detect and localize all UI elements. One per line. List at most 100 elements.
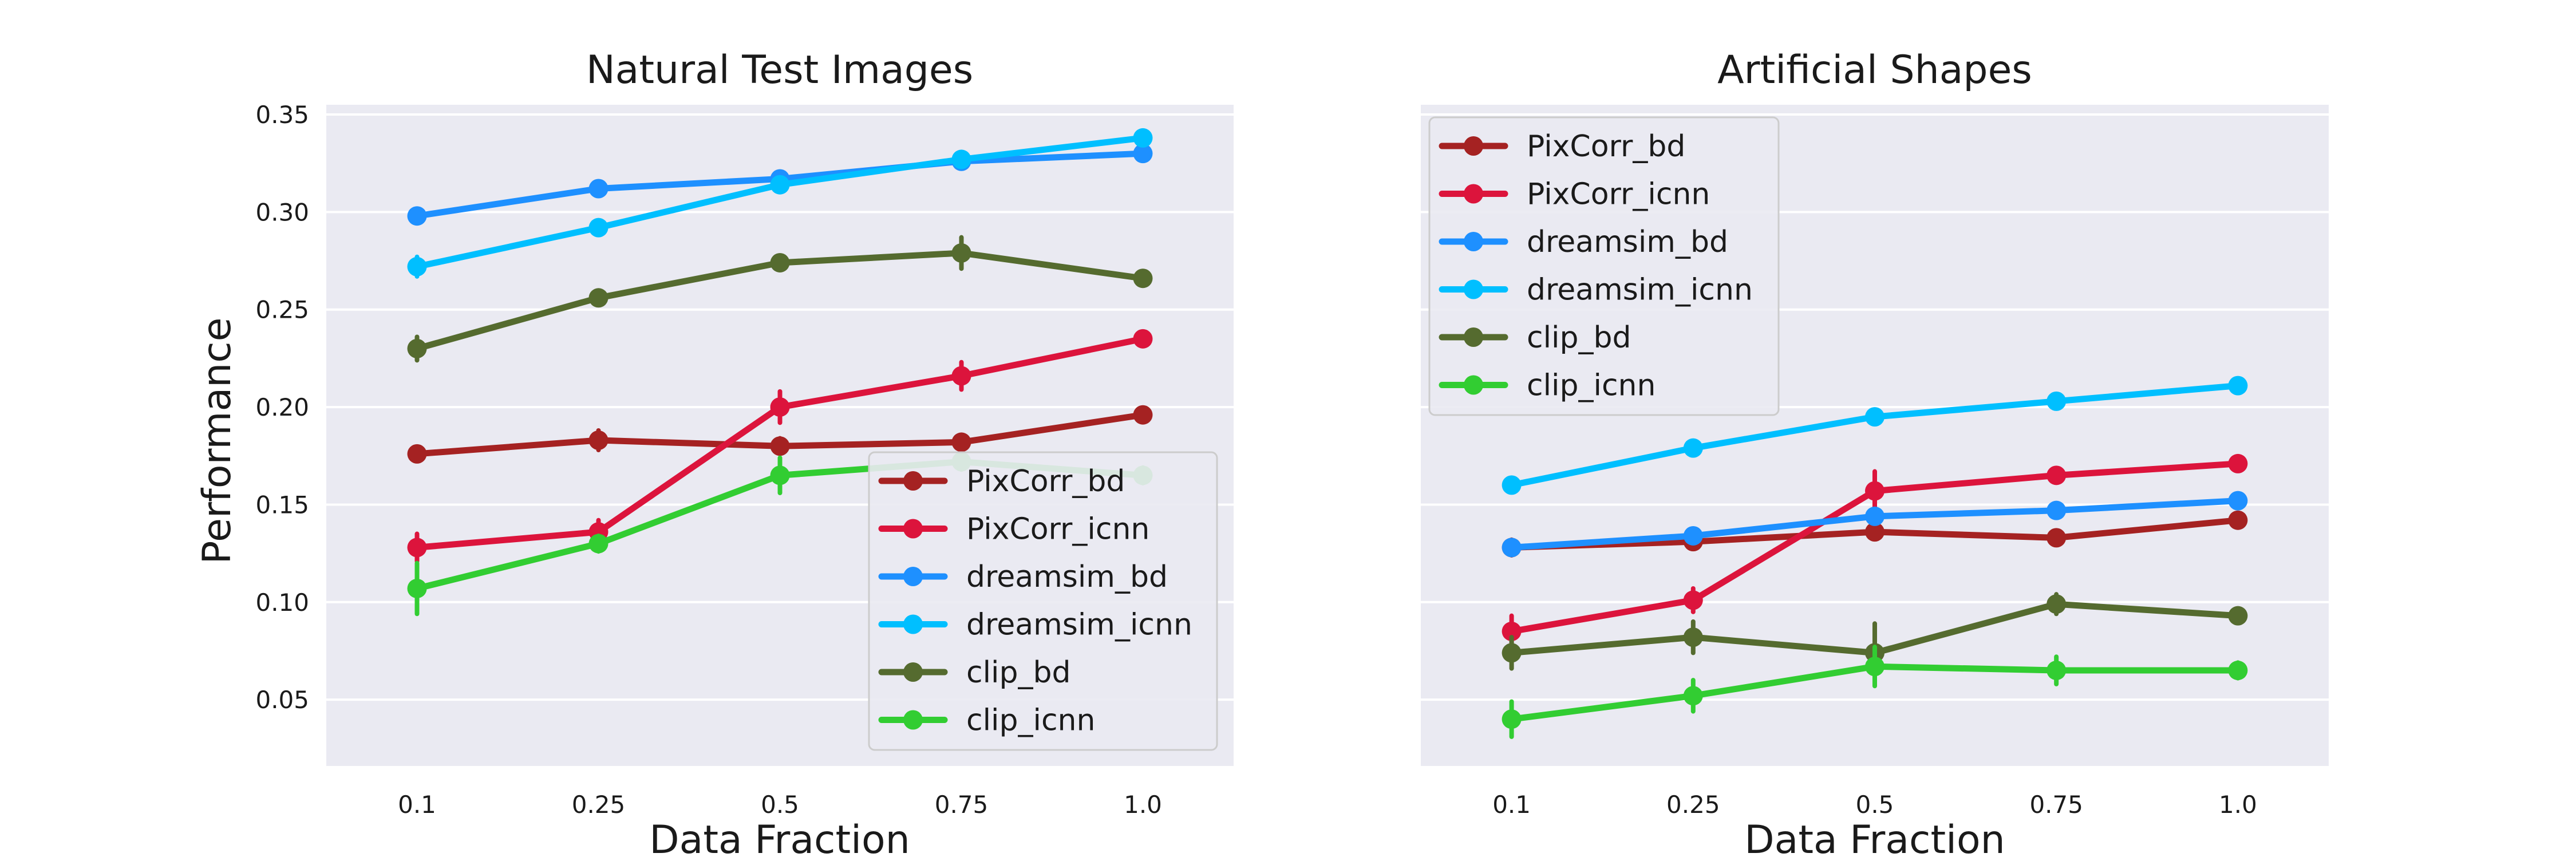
series-pixcorr-icnn: [1502, 453, 2248, 650]
legend-swatch-marker: [1464, 279, 1483, 299]
legend-label: dreamsim_bd: [1527, 225, 1728, 259]
x-tick-label: 0.5: [761, 791, 799, 819]
series-dreamsim-bd: [1502, 491, 2248, 558]
legend-swatch-marker: [1464, 327, 1483, 347]
data-point: [2228, 606, 2248, 626]
data-point: [407, 256, 427, 277]
legend: PixCorr_bd PixCorr_icnn dreamsim_bddreamsi…: [868, 451, 1218, 751]
data-point: [2228, 510, 2248, 530]
x-tick-label: 1.0: [1124, 791, 1162, 819]
legend-label: PixCorr_bd: [966, 464, 1125, 499]
data-point: [770, 175, 790, 195]
data-point: [770, 252, 790, 272]
legend-swatch-marker: [903, 471, 923, 491]
series-clip-icnn: [1502, 645, 2248, 739]
data-point: [1683, 627, 1703, 647]
data-point: [1133, 144, 1153, 164]
y-tick-label: 0.15: [255, 491, 309, 519]
data-point: [2046, 594, 2067, 614]
data-point: [1502, 643, 1522, 663]
data-point: [2046, 391, 2067, 411]
x-tick-label: 1.0: [2219, 791, 2257, 819]
data-point: [951, 432, 971, 452]
data-point: [1865, 506, 1884, 526]
legend-swatch-marker: [903, 567, 923, 586]
data-point: [2046, 528, 2067, 548]
x-tick-label: 0.75: [935, 791, 989, 819]
legend-box: [868, 451, 1218, 751]
legend-label: dreamsim_icnn: [1527, 273, 1753, 307]
data-point: [2046, 661, 2067, 681]
y-tick-label: 0.30: [255, 198, 309, 226]
legend-swatch-marker: [1464, 232, 1483, 251]
data-point: [2228, 453, 2248, 473]
data-point: [1683, 590, 1703, 610]
data-point: [1502, 621, 1522, 641]
data-point: [2046, 465, 2067, 485]
data-point: [770, 436, 790, 456]
legend-label: PixCorr_icnn: [966, 512, 1149, 547]
data-point: [1865, 657, 1884, 677]
legend-swatch-marker: [903, 710, 923, 730]
x-axis-label: Data Fraction: [1744, 817, 2005, 859]
legend-swatch-marker: [1464, 184, 1483, 204]
legend-swatch-marker: [903, 662, 923, 682]
legend-swatch-marker: [903, 519, 923, 539]
legend-label: dreamsim_bd: [966, 560, 1168, 594]
data-point: [2228, 491, 2248, 511]
legend-label: dreamsim_icnn: [966, 608, 1192, 642]
data-point: [951, 149, 971, 169]
series-dreamsim-icnn: [407, 128, 1153, 279]
x-tick-label: 0.5: [1856, 791, 1894, 819]
data-point: [588, 430, 609, 451]
data-point: [588, 179, 609, 199]
data-point: [1683, 438, 1703, 458]
data-point: [588, 534, 609, 554]
x-tick-label: 0.25: [572, 791, 626, 819]
data-point: [407, 338, 427, 358]
legend: PixCorr_bd PixCorr_icnn dreamsim_bddreamsi…: [1428, 116, 1780, 416]
y-tick-label: 0.25: [255, 296, 309, 324]
data-point: [951, 366, 971, 386]
data-point: [2228, 661, 2248, 681]
data-point: [1865, 481, 1884, 501]
data-point: [2228, 376, 2248, 396]
data-point: [1865, 407, 1884, 427]
y-tick-label: 0.35: [255, 101, 309, 129]
y-tick-label: 0.10: [255, 589, 309, 617]
legend-label: clip_icnn: [966, 704, 1095, 738]
legend-swatch-marker: [1464, 136, 1483, 156]
data-point: [1865, 522, 1884, 542]
chart-artificial-shapes: Artificial Shapes Data Fraction 0.1 0.25 0…: [1421, 48, 2329, 861]
data-point: [1683, 526, 1703, 546]
legend-label: PixCorr_icnn: [1527, 177, 1710, 212]
legend-swatch-marker: [1464, 375, 1483, 395]
x-tick-label: 0.25: [1666, 791, 1720, 819]
legend-swatch-marker: [903, 614, 923, 634]
data-point: [770, 397, 790, 417]
data-point: [407, 538, 427, 558]
series-clip-bd: [407, 235, 1153, 363]
data-point: [1502, 475, 1522, 495]
y-tick-label: 0.20: [255, 393, 309, 421]
legend-label: clip_bd: [966, 655, 1071, 690]
chart-natural-test-images: Natural Test Images Performance Data Fra…: [195, 48, 1234, 861]
data-point: [1133, 329, 1153, 349]
legend-label: clip_bd: [1527, 321, 1631, 355]
data-point: [1502, 709, 1522, 729]
data-point: [407, 206, 427, 226]
x-tick-label: 0.75: [2029, 791, 2083, 819]
legend-label: PixCorr_bd: [1527, 129, 1685, 164]
data-point: [1683, 686, 1703, 706]
data-point: [1502, 538, 1522, 558]
data-point: [588, 218, 609, 238]
data-point: [1133, 128, 1153, 148]
y-tick-label: 0.05: [255, 686, 309, 714]
data-point: [2046, 500, 2067, 520]
chart-title: Artificial Shapes: [1717, 48, 2032, 93]
legend-label: clip_icnn: [1527, 369, 1656, 403]
y-axis-label: Performance: [195, 318, 240, 564]
x-tick-label: 0.1: [398, 791, 436, 819]
